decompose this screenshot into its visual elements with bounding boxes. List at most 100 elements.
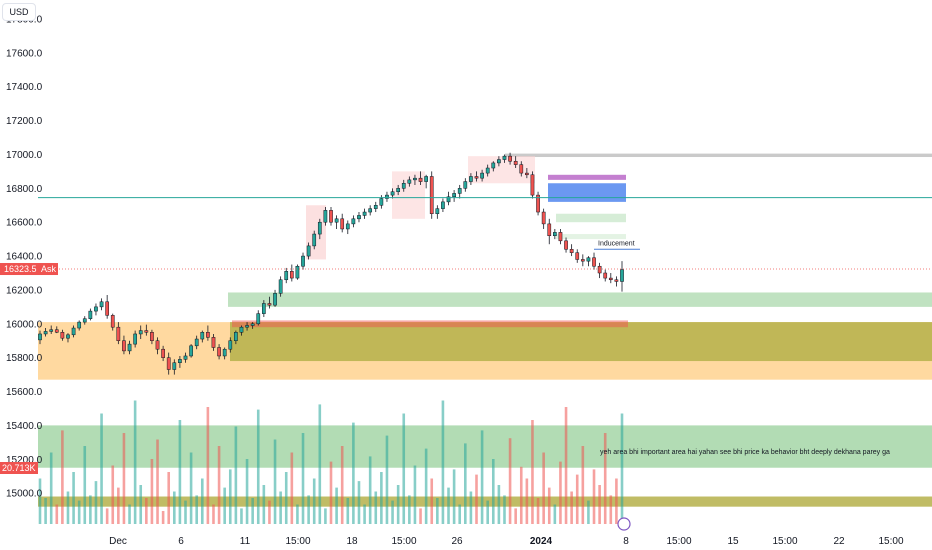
- candle-body: [278, 279, 283, 294]
- volume-bar: [72, 472, 75, 524]
- candle-body: [620, 269, 624, 282]
- volume-tag-value: 20.713K: [2, 463, 36, 473]
- volume-bar: [598, 485, 601, 524]
- candle: [256, 310, 261, 326]
- volume-bar: [200, 478, 204, 524]
- volume-bar: [284, 472, 288, 524]
- candle-body: [390, 191, 395, 196]
- candle: [351, 215, 356, 228]
- candle-body: [49, 329, 54, 332]
- candle: [178, 355, 182, 368]
- candle: [77, 320, 82, 331]
- volume-bar: [268, 500, 271, 524]
- candle: [122, 335, 126, 355]
- candle-body: [569, 249, 574, 253]
- candle-body: [82, 318, 87, 323]
- candle: [446, 191, 451, 206]
- volume-bar: [441, 400, 445, 524]
- volume-bar: [424, 448, 428, 524]
- candle: [552, 228, 557, 240]
- candle-body: [586, 257, 591, 262]
- candle: [368, 205, 373, 216]
- volume-bar: [486, 500, 489, 524]
- volume-bar: [458, 504, 462, 524]
- volume-bar: [531, 420, 534, 524]
- candle-body: [592, 257, 596, 267]
- volume-bar: [100, 413, 103, 524]
- volume-bar: [206, 407, 210, 524]
- volume-bar: [609, 495, 613, 524]
- supply-zone-grey: [505, 153, 932, 158]
- candle-body: [245, 325, 249, 328]
- volume-bar: [603, 433, 607, 524]
- volume-bar: [592, 469, 596, 524]
- currency-badge[interactable]: USD: [2, 3, 36, 21]
- volume-bar: [581, 446, 585, 524]
- y-tick-label: 15200.0: [6, 455, 43, 466]
- inducement-label: Inducement: [598, 240, 635, 247]
- candle-body: [485, 167, 490, 174]
- y-axis[interactable]: 17600.0 17400.0 17200.0 17000.0 16800.0 16600…: [6, 15, 43, 500]
- volume-tag-bg: [0, 462, 38, 474]
- volume-bar: [173, 491, 176, 524]
- candle: [525, 168, 529, 179]
- x-tick-label: 15: [727, 536, 739, 547]
- candle: [94, 303, 98, 316]
- x-tick-label: 6: [178, 536, 184, 547]
- candle: [497, 156, 501, 167]
- candle: [127, 340, 132, 355]
- candle: [317, 218, 322, 240]
- candle-body: [441, 201, 445, 209]
- volume-bar: [189, 452, 193, 524]
- x-tick-label: Dec: [109, 536, 127, 547]
- volume-bar: [128, 504, 131, 524]
- volume-bar: [312, 478, 316, 524]
- candle: [150, 329, 154, 345]
- candle: [88, 308, 93, 321]
- volume-bar: [223, 487, 226, 524]
- candle-body: [312, 233, 317, 247]
- candle-body: [513, 160, 518, 165]
- candle-body: [547, 223, 552, 236]
- volume-bar: [318, 404, 322, 524]
- y-tick-label: 16600.0: [6, 218, 43, 229]
- volume-bar: [262, 485, 266, 524]
- candle: [586, 256, 591, 267]
- candle: [245, 322, 249, 331]
- volume-bar: [536, 498, 540, 524]
- volume-bar: [436, 498, 439, 524]
- candle: [323, 206, 328, 226]
- volume-bar: [66, 491, 70, 524]
- ask-tag-label: Ask: [41, 264, 57, 274]
- candle: [211, 333, 216, 351]
- candle-body: [519, 164, 524, 174]
- candle-body: [530, 174, 535, 196]
- volume-bar: [519, 466, 523, 524]
- candle-body: [178, 359, 182, 363]
- ask-tag-bg: [38, 263, 58, 276]
- volume-bar: [279, 491, 282, 524]
- candle: [161, 345, 165, 362]
- candle: [407, 176, 412, 187]
- x-axis[interactable]: Dec 6 11 15:00 18 15:00 26 2024 8 15:00 15 15:00 22 1…: [109, 536, 904, 547]
- volume-bar: [380, 472, 383, 524]
- volume-bar: [240, 508, 243, 524]
- candle: [513, 156, 518, 169]
- candle: [608, 273, 613, 284]
- candle: [295, 264, 300, 280]
- candle-body: [418, 177, 423, 182]
- imbalance-zone-pink-1: [306, 205, 326, 260]
- candle: [206, 325, 210, 341]
- candle-body: [155, 340, 160, 350]
- candle: [541, 208, 546, 229]
- candle-body: [273, 293, 277, 306]
- fvg-zone-blue: [548, 183, 626, 202]
- candle-body: [194, 338, 199, 347]
- candle: [222, 347, 227, 360]
- volume-bar: [307, 495, 310, 524]
- volume-bar: [111, 465, 115, 524]
- candle: [429, 171, 434, 219]
- candle-body: [261, 303, 266, 314]
- candle: [66, 333, 70, 343]
